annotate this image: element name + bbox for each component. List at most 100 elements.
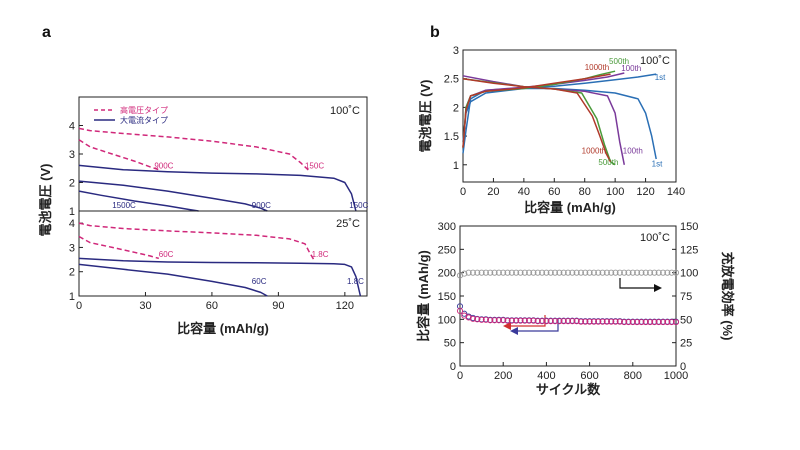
b-bottom-xtick-label-4: 800 [624,370,642,382]
b-bottom-series-0-point-39 [625,269,632,276]
b-bottom-series-0-point-37 [616,269,623,276]
chart-a-top: 100˚C 高電圧タイプ 大電流タイプ 1 2 3 4 900C 150C 1500C 900… [69,96,369,218]
chart-a-top-temp: 100˚C [330,105,360,117]
b-bottom-ytick-right-label-6: 150 [680,221,698,233]
b-bottom-series-2-point-7 [487,317,494,324]
b-bottom-series-2-point-24 [560,318,567,325]
a-top-series-line-4 [78,190,199,212]
b-bottom-series-2-point-9 [495,317,502,324]
b-bottom-series-2-point-28 [577,318,585,325]
b-bottom-series-0-point-7 [487,269,494,276]
a-top-ytick-label-2: 3 [69,149,75,161]
b-bottom-series-0-point-49 [668,269,675,276]
b-bottom-series-2-point-3 [469,315,477,322]
chart-b-top-ylabel: 電池電圧 (V) [418,80,433,153]
arrow-right-axis-head [654,284,662,292]
b-bottom-xtick-label-1: 200 [494,370,512,382]
b-bottom-series-0-point-8 [491,269,498,276]
b-bottom-series-0-point-21 [547,269,554,276]
arrow-right-axis [619,278,660,289]
chart-a-bottom: 25˚C 0 30 60 90 120 1 2 3 4 60C 1.8C 60C 1.8C [69,210,368,312]
b-top-ytick-label-3: 2.5 [444,74,459,86]
chart-b-bottom-ylabel-right: 充放電効率 (%) [720,252,735,341]
b-bottom-series-0-point-38 [621,269,628,276]
b-bottom-series-2-point-22 [551,318,559,325]
b-bottom-series-2-point-39 [625,319,632,326]
b-bottom-series-2-point-48 [664,319,671,326]
b-bottom-series-0-point-40 [629,269,636,276]
a-top-annotation-1: 150C [305,161,324,170]
chart-b-bottom: 100˚C 0 200 400 600 800 100005010015020025030… [438,221,699,382]
arrow-left-axis-blue [512,318,559,332]
b-bottom-series-2-point-14 [517,317,524,324]
b-top-ytick-label-4: 3 [453,45,459,57]
b-top-annotation-7: 1st [652,160,663,169]
b-bottom-series-0-point-4 [474,269,481,276]
b-bottom-series-2-point-12 [508,317,515,324]
b-bottom-series-2-point-8 [491,317,498,324]
b-top-ytick-label-0: 1 [453,160,459,172]
b-bottom-series-0-point-13 [513,269,520,276]
chart-b-bottom-ylabel-left: 比容量 (mAh/g) [416,250,431,342]
b-bottom-ytick-label-4: 200 [438,268,456,280]
b-bottom-series-2-point-42 [638,319,645,326]
a-bottom-ytick-label-0: 1 [69,291,75,303]
chart-b-top-temp: 100˚C [640,55,670,67]
b-bottom-ytick-label-3: 150 [438,291,456,303]
arrow-left-axis-blue-head [510,327,518,335]
b-top-xtick-label-1: 20 [487,186,499,198]
b-bottom-series-1-point-1 [461,310,468,317]
b-bottom-series-2-point-36 [612,318,619,325]
b-top-xtick-label-3: 60 [548,186,560,198]
b-top-ytick-label-1: 1.5 [444,131,459,143]
b-bottom-series-2-point-2 [465,314,472,321]
b-bottom-series-0-point-31 [590,269,597,276]
b-bottom-series-2-point-30 [586,318,593,325]
b-bottom-series-0-point-1 [461,270,468,277]
b-bottom-series-2-point-34 [603,318,610,325]
b-bottom-series-0-point-35 [608,269,615,276]
b-bottom-series-0-point-11 [504,269,511,276]
b-bottom-series-2-point-31 [590,318,597,325]
b-bottom-series-0-point-27 [573,269,580,276]
b-bottom-ytick-right-label-4: 100 [680,268,698,280]
b-bottom-series-2-point-33 [599,318,606,325]
b-bottom-series-0-point-45 [651,269,658,276]
b-bottom-series-0-point-34 [603,269,610,276]
b-bottom-series-0-point-24 [560,269,567,276]
b-bottom-series-2-point-26 [569,318,576,325]
a-bottom-xtick-label-0: 0 [76,300,82,312]
b-bottom-series-0-point-3 [469,269,477,276]
a-top-series-line-1 [78,139,160,171]
b-bottom-series-2-point-17 [530,317,537,324]
b-top-xtick-label-2: 40 [518,186,530,198]
b-bottom-series-0-point-43 [642,269,649,276]
b-top-series-line-7 [462,73,611,148]
b-bottom-series-0-point-48 [664,269,671,276]
b-bottom-series-0-point-25 [564,269,572,276]
b-bottom-series-0-point-14 [517,269,524,276]
b-bottom-series-0-point-12 [508,269,515,276]
chart-b-bottom-frame [459,225,677,367]
b-bottom-ytick-label-2: 100 [438,314,456,326]
a-top-ytick-label-3: 4 [69,121,75,133]
b-bottom-series-2-point-37 [616,318,623,325]
b-bottom-series-0-point-26 [569,269,576,276]
b-bottom-ytick-right-label-0: 0 [680,361,686,373]
b-bottom-ytick-right-label-3: 75 [680,291,692,303]
b-bottom-series-1-point-0 [456,303,464,310]
b-bottom-series-0-point-19 [539,269,546,276]
a-bottom-annotation-0: 60C [159,250,174,259]
b-bottom-series-2-point-0 [456,307,464,314]
b-top-xtick-label-6: 120 [636,186,654,198]
panel-b-label: b [430,24,440,41]
b-bottom-ytick-right-label-1: 25 [680,338,692,350]
b-top-xtick-label-7: 140 [667,186,685,198]
chart-b-top-frame [462,49,677,183]
a-bottom-xtick-label-4: 120 [336,300,354,312]
b-bottom-series-2-point-10 [500,317,507,324]
b-bottom-ytick-label-0: 0 [450,361,456,373]
b-bottom-series-2-point-41 [634,319,641,326]
b-bottom-xtick-label-3: 600 [580,370,598,382]
a-bottom-ytick-label-2: 3 [69,242,75,254]
